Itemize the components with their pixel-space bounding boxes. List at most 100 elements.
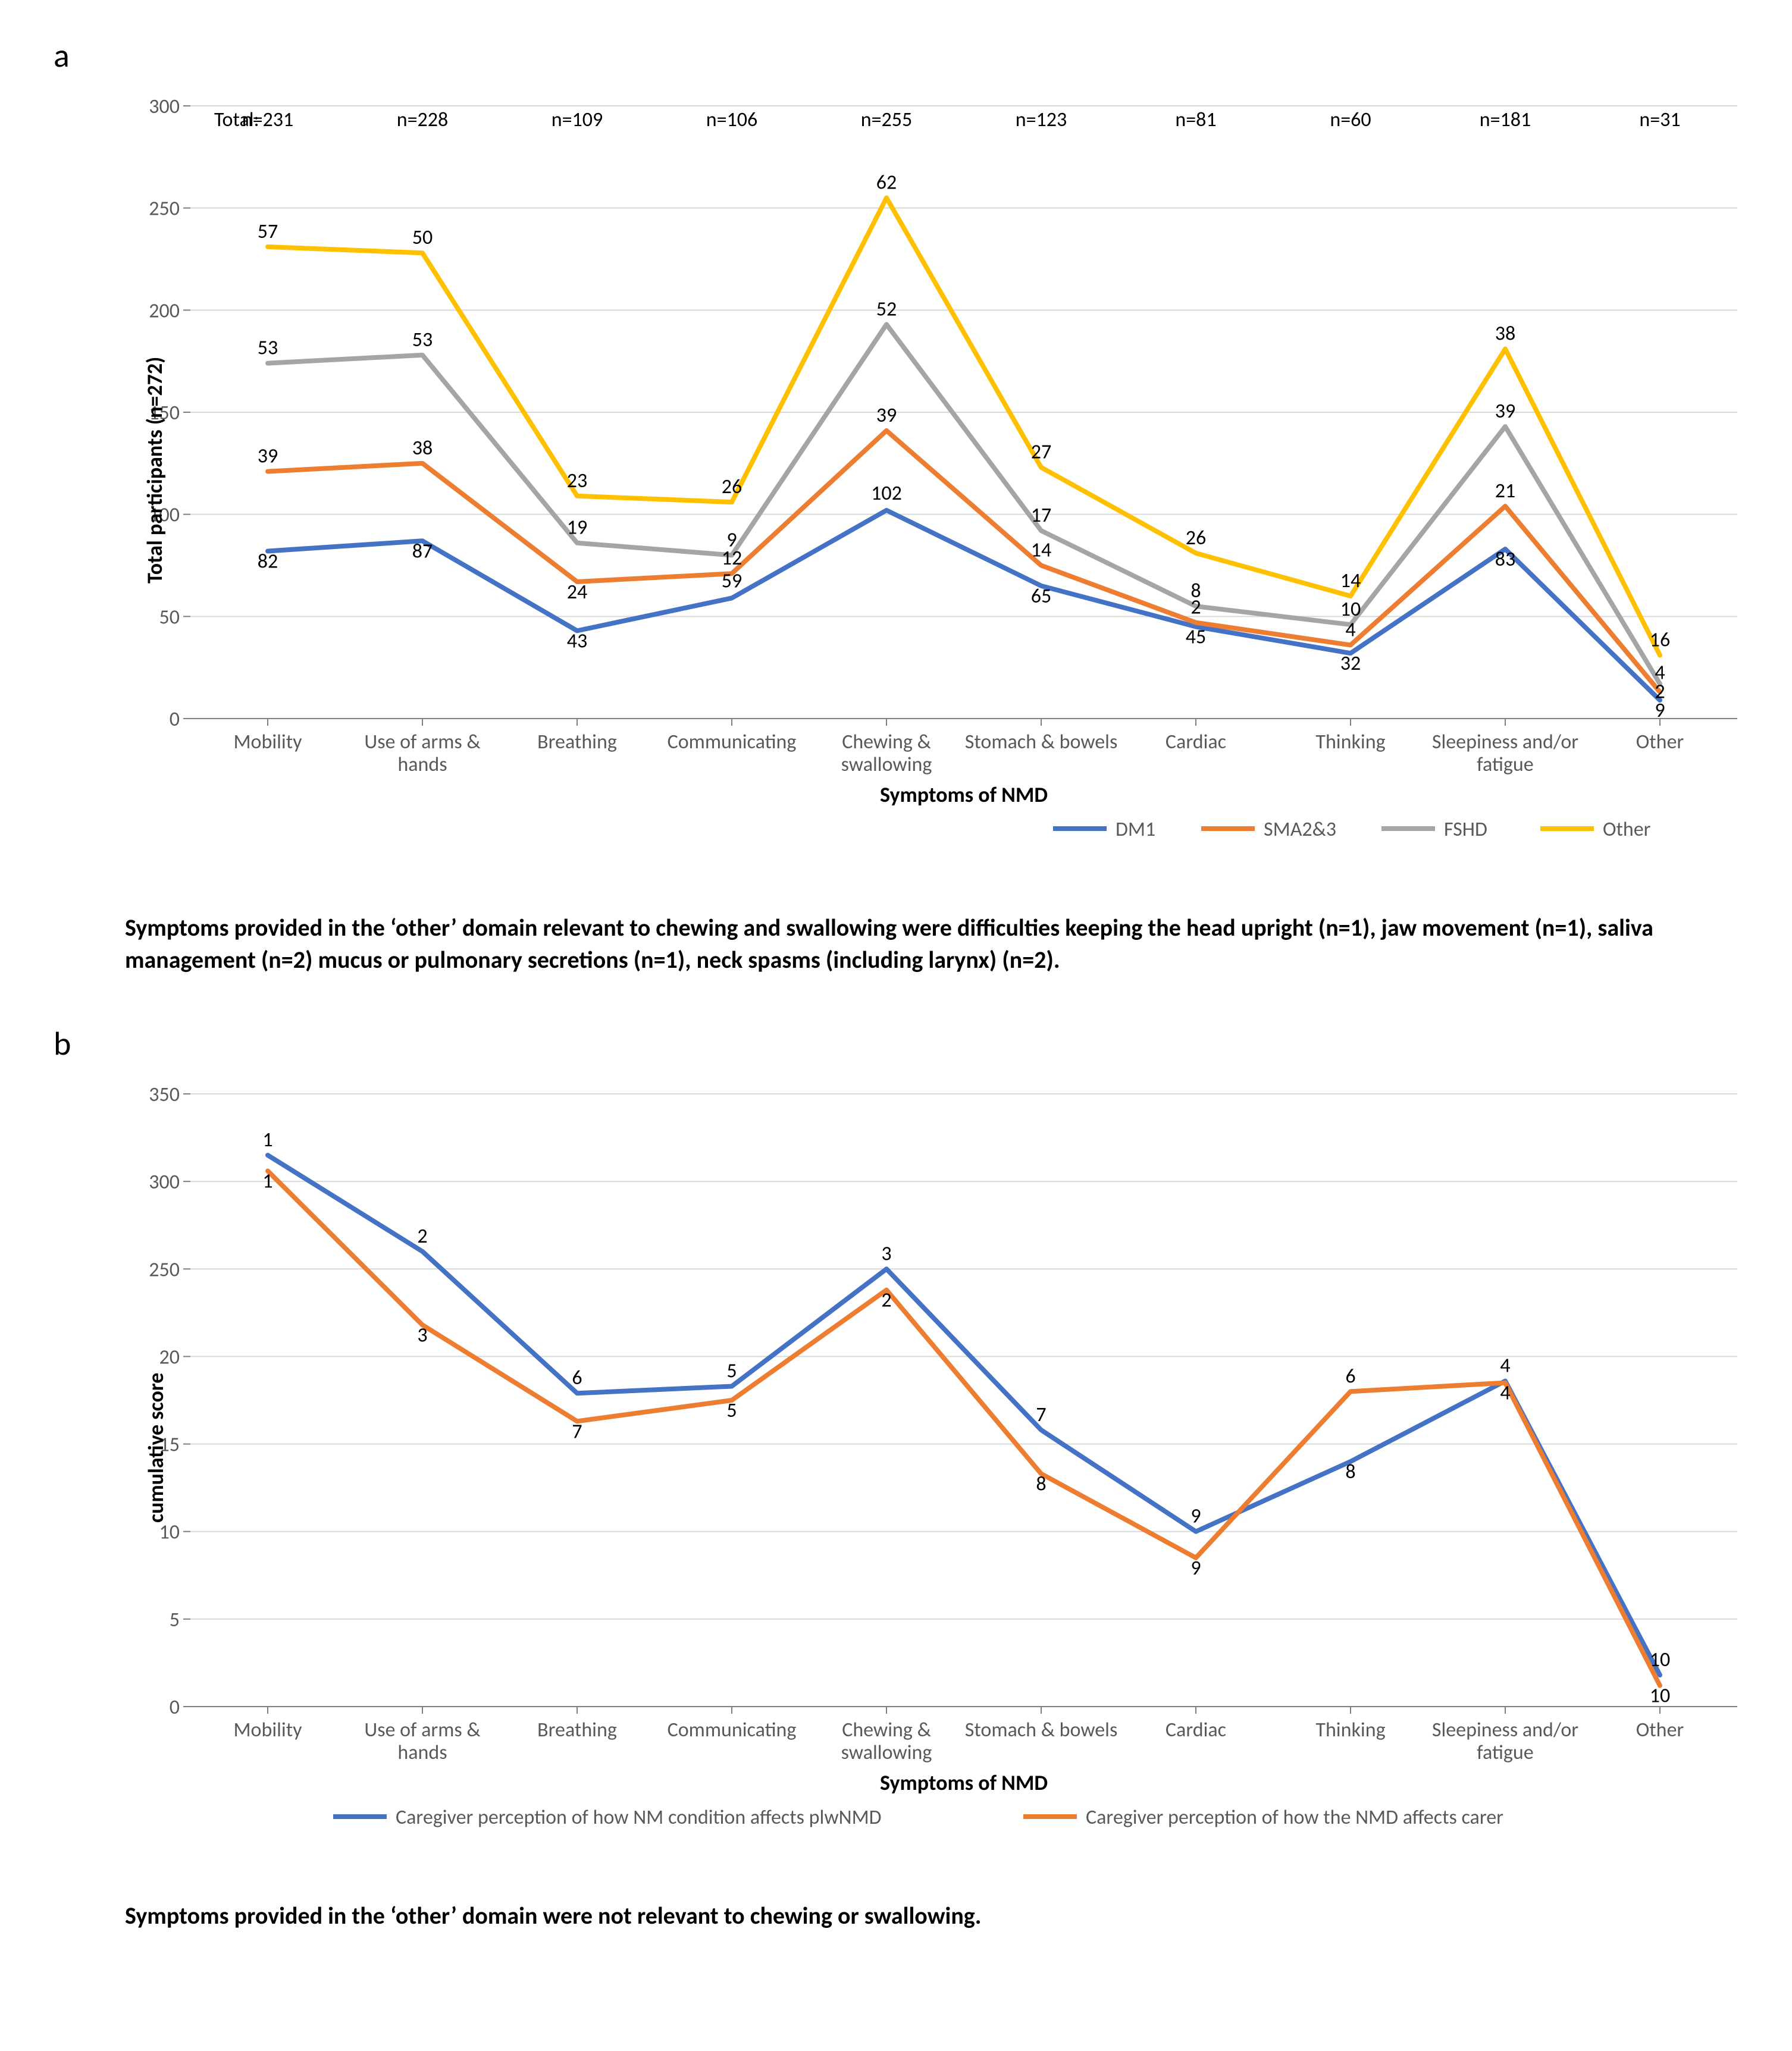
page: a Total participants (n=272) 05010015020… [0, 0, 1792, 2051]
svg-text:5: 5 [726, 1359, 737, 1383]
chart-a-block: Total participants (n=272) 0501001502002… [125, 82, 1738, 894]
svg-text:250: 250 [149, 1257, 180, 1282]
svg-text:Breathing: Breathing [537, 730, 617, 754]
svg-text:Sleepiness and/or: Sleepiness and/or [1432, 730, 1578, 754]
svg-text:2: 2 [417, 1224, 427, 1249]
svg-text:14: 14 [1031, 538, 1051, 563]
svg-text:38: 38 [412, 436, 433, 460]
svg-text:10: 10 [1650, 1648, 1670, 1672]
chart-a-svg: 050100150200250300MobilityUse of arms &h… [125, 82, 1767, 891]
svg-text:n=60: n=60 [1330, 108, 1371, 132]
chart-b-y-title: cumulative score [143, 1373, 169, 1523]
svg-text:swallowing: swallowing [841, 752, 932, 777]
svg-text:Communicating: Communicating [668, 730, 797, 754]
svg-text:2: 2 [881, 1288, 891, 1313]
svg-text:5: 5 [170, 1608, 180, 1632]
svg-text:7: 7 [572, 1419, 582, 1444]
svg-text:300: 300 [149, 1170, 180, 1194]
svg-text:4: 4 [1500, 1354, 1510, 1378]
svg-text:87: 87 [412, 539, 433, 563]
svg-text:Caregiver perception of how th: Caregiver perception of how the NMD affe… [1086, 1805, 1503, 1830]
svg-text:50: 50 [412, 225, 433, 250]
svg-text:9: 9 [1191, 1556, 1201, 1580]
svg-text:8: 8 [1345, 1460, 1355, 1484]
svg-text:Use of arms &: Use of arms & [364, 730, 481, 754]
svg-text:Breathing: Breathing [537, 1718, 617, 1742]
svg-text:fatigue: fatigue [1477, 752, 1533, 777]
svg-text:Sleepiness and/or: Sleepiness and/or [1432, 1718, 1578, 1742]
svg-text:53: 53 [412, 328, 433, 352]
chart-b-block: cumulative score 05101520250300350Mobili… [125, 1070, 1738, 1882]
chart-a-caption: Symptoms provided in the ‘other’ domain … [125, 912, 1731, 976]
svg-text:4: 4 [1500, 1381, 1510, 1406]
svg-text:6: 6 [1345, 1364, 1355, 1388]
svg-text:10: 10 [159, 1520, 180, 1545]
svg-text:38: 38 [1495, 322, 1515, 346]
svg-text:53: 53 [258, 336, 278, 360]
svg-text:250: 250 [149, 197, 180, 221]
svg-text:Other: Other [1603, 817, 1651, 842]
svg-text:n=31: n=31 [1639, 108, 1680, 132]
svg-text:fatigue: fatigue [1477, 1740, 1533, 1765]
svg-text:7: 7 [1036, 1403, 1046, 1427]
svg-text:n=255: n=255 [861, 108, 913, 132]
svg-text:Thinking: Thinking [1315, 1718, 1385, 1742]
svg-text:3: 3 [881, 1241, 891, 1266]
svg-text:Mobility: Mobility [233, 730, 302, 754]
svg-text:Communicating: Communicating [668, 1718, 797, 1742]
svg-text:62: 62 [876, 171, 897, 195]
svg-text:Cardiac: Cardiac [1166, 1718, 1226, 1742]
svg-text:3: 3 [417, 1323, 427, 1347]
svg-text:Other: Other [1636, 730, 1684, 754]
svg-text:n=123: n=123 [1016, 108, 1067, 132]
svg-text:27: 27 [1031, 440, 1051, 465]
svg-text:52: 52 [876, 297, 897, 321]
svg-text:14: 14 [1340, 569, 1361, 593]
chart-b-svg: 05101520250300350MobilityUse of arms &ha… [125, 1070, 1767, 1879]
svg-text:1: 1 [262, 1169, 272, 1193]
svg-text:n=106: n=106 [706, 108, 758, 132]
svg-text:Chewing &: Chewing & [842, 1718, 931, 1742]
svg-text:Chewing &: Chewing & [842, 730, 931, 754]
svg-text:39: 39 [258, 444, 278, 469]
panel-a-label: a [54, 36, 1738, 76]
svg-text:8: 8 [1191, 579, 1201, 603]
svg-text:Stomach & bowels: Stomach & bowels [965, 730, 1118, 754]
svg-text:n=228: n=228 [397, 108, 449, 132]
svg-text:26: 26 [1186, 526, 1206, 550]
svg-text:8: 8 [1036, 1472, 1046, 1497]
svg-text:39: 39 [1495, 399, 1515, 424]
svg-text:43: 43 [567, 629, 587, 653]
svg-text:Mobility: Mobility [233, 1718, 302, 1742]
svg-text:DM1: DM1 [1116, 817, 1155, 842]
svg-text:102: 102 [871, 481, 902, 506]
svg-text:SMA2&3: SMA2&3 [1264, 817, 1336, 842]
svg-text:1: 1 [262, 1128, 272, 1152]
svg-text:Use of arms &: Use of arms & [364, 1718, 481, 1742]
svg-text:n=109: n=109 [552, 108, 603, 132]
svg-text:0: 0 [170, 1695, 180, 1720]
svg-text:n=181: n=181 [1480, 108, 1531, 132]
svg-text:82: 82 [258, 549, 278, 573]
svg-text:59: 59 [722, 569, 742, 593]
svg-text:45: 45 [1186, 625, 1206, 650]
svg-text:Stomach & bowels: Stomach & bowels [965, 1718, 1118, 1742]
svg-text:n=231: n=231 [242, 108, 294, 132]
svg-text:FSHD: FSHD [1444, 817, 1487, 842]
svg-text:50: 50 [159, 605, 180, 629]
svg-text:hands: hands [397, 1740, 447, 1765]
svg-text:24: 24 [567, 580, 587, 604]
svg-text:300: 300 [149, 95, 180, 119]
svg-text:57: 57 [258, 219, 278, 244]
panel-b-label: b [54, 1024, 1738, 1064]
svg-text:19: 19 [567, 516, 587, 540]
svg-text:6: 6 [572, 1366, 582, 1390]
svg-text:10: 10 [1340, 597, 1361, 622]
svg-text:39: 39 [876, 403, 897, 428]
svg-text:hands: hands [397, 752, 447, 777]
svg-text:9: 9 [726, 528, 737, 552]
chart-a-y-title: Total participants (n=272) [142, 357, 168, 584]
svg-text:swallowing: swallowing [841, 1740, 932, 1765]
svg-text:32: 32 [1340, 651, 1361, 676]
svg-text:26: 26 [722, 475, 742, 499]
